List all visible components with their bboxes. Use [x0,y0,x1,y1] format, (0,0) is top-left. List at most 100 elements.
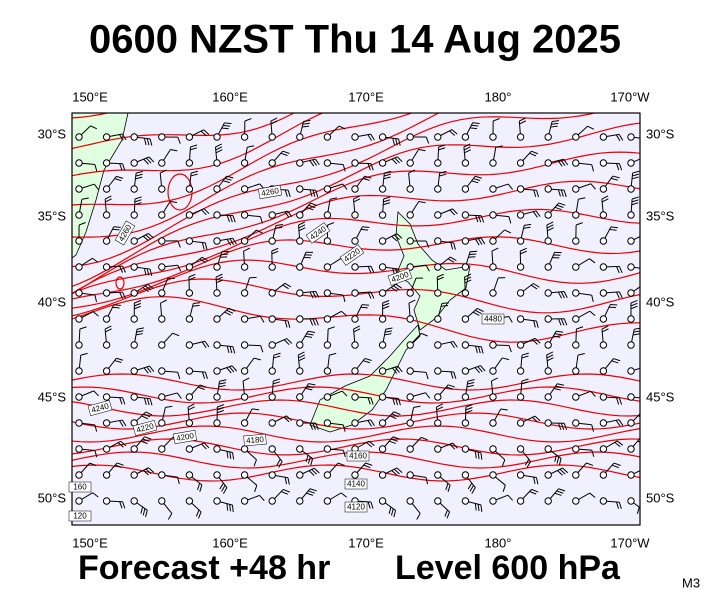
station [241,160,247,166]
station [241,368,247,374]
station [379,316,385,322]
station [241,264,247,270]
station [324,212,330,218]
station [352,134,358,140]
station [545,186,551,192]
station [269,290,275,296]
barb-feather [473,123,480,124]
station [214,446,220,452]
station [462,212,468,218]
station [103,342,109,348]
station [159,394,165,400]
station [324,420,330,426]
contour-label: 120 [69,511,91,521]
station [241,472,247,478]
barb-feather [361,307,368,308]
station [462,394,468,400]
station [159,186,165,192]
station [131,342,137,348]
barb-feather [645,234,650,239]
station [297,446,303,452]
station [379,394,385,400]
lon-label: 170°E [348,535,384,550]
station [269,420,275,426]
barb-feather [113,307,120,308]
station [297,498,303,504]
barb-feather [644,367,648,373]
station [186,186,192,192]
station [600,238,606,244]
station [159,472,165,478]
station [490,186,496,192]
station [600,394,606,400]
station [269,238,275,244]
station [435,212,441,218]
station [490,342,496,348]
station [600,472,606,478]
station [324,290,330,296]
station [628,134,634,140]
station [628,472,634,478]
station [131,238,137,244]
station [131,134,137,140]
station [186,446,192,452]
contour-label: 4480 [482,314,504,324]
station [352,394,358,400]
station [517,290,523,296]
station [241,446,247,452]
station [159,264,165,270]
station [545,342,551,348]
station [297,316,303,322]
station [131,264,137,270]
station [297,134,303,140]
station [103,186,109,192]
station [159,446,165,452]
barb-feather [644,284,650,288]
station [297,290,303,296]
lat-label: 40°S [646,294,675,309]
station [103,394,109,400]
station [628,290,634,296]
station [241,498,247,504]
station [269,134,275,140]
station [435,238,441,244]
station [628,238,634,244]
lon-label: 170°W [610,89,650,104]
station [352,368,358,374]
station [297,238,303,244]
station [269,264,275,270]
station [379,498,385,504]
lat-label: 45°S [38,389,67,404]
station [103,446,109,452]
station [628,498,634,504]
station [517,160,523,166]
barb-feather [643,469,648,474]
station [573,212,579,218]
station [435,264,441,270]
station [628,212,634,218]
station [269,316,275,322]
station [214,368,220,374]
station [186,316,192,322]
station [131,446,137,452]
station [297,472,303,478]
contour-label: 4160 [347,451,369,461]
station [214,186,220,192]
lon-label: 170°W [610,535,650,550]
station [462,316,468,322]
station [352,420,358,426]
station [352,212,358,218]
station [103,238,109,244]
station [352,186,358,192]
barb-feather [469,254,476,255]
station [159,290,165,296]
barb-feather [362,305,369,306]
station [517,264,523,270]
contour-label-text: 120 [73,512,87,521]
station [103,368,109,374]
station [186,212,192,218]
station [407,394,413,400]
barb-feather [643,235,648,240]
station [241,420,247,426]
